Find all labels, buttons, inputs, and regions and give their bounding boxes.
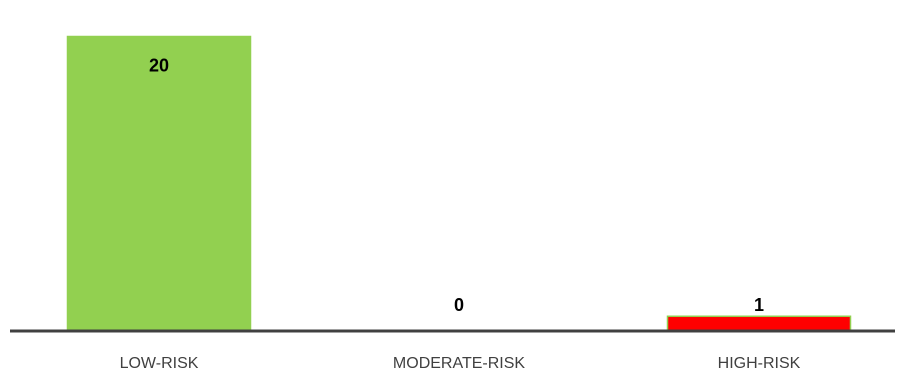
category-label-high-risk: HIGH-RISK [718,355,801,372]
category-label-moderate-risk: MODERATE-RISK [393,355,525,372]
value-label-high-risk: 1 [754,295,764,315]
category-labels-group: LOW-RISK MODERATE-RISK HIGH-RISK [120,355,801,372]
value-labels-group: 200 1 [149,56,764,315]
bar-high-risk [666,315,852,332]
value-label-low-risk: 20 [149,56,169,76]
category-label-low-risk: LOW-RISK [120,355,199,372]
bar-low-risk [66,35,252,332]
value-label-moderate-risk: 0 [454,295,464,315]
bars-group [66,35,852,332]
